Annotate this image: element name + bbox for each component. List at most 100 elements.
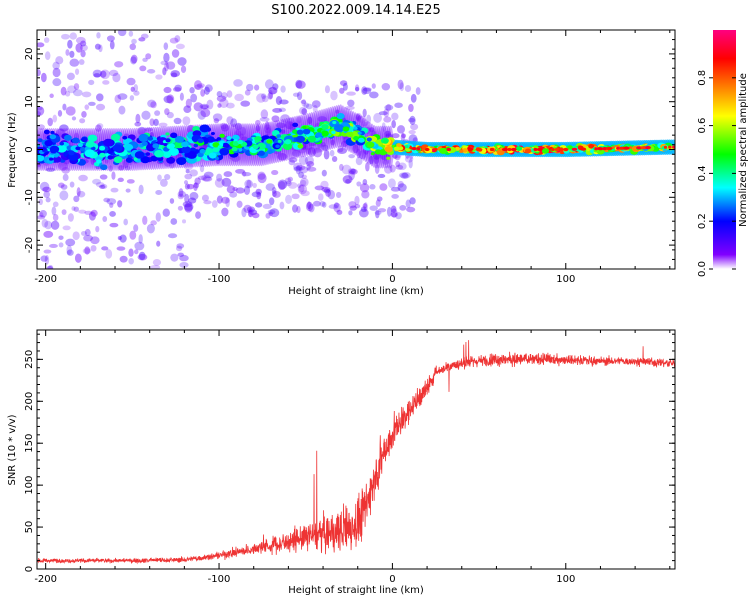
heatmap-noise-blob: [397, 125, 405, 134]
heatmap-noise-blob: [88, 101, 96, 106]
y-tick-label: 250: [24, 350, 35, 369]
heatmap-noise-blob: [39, 181, 50, 192]
heatmap-noise-blob: [301, 174, 307, 179]
heatmap-noise-blob: [69, 181, 75, 188]
heatmap-noise-blob: [216, 173, 223, 182]
heatmap-noise-blob: [139, 65, 147, 72]
heatmap-noise-blob: [265, 183, 275, 191]
heatmap-noise-blob: [362, 87, 372, 95]
heatmap-noise-blob: [130, 56, 137, 65]
heatmap-noise-blob: [305, 201, 314, 212]
heatmap-noise-blob: [52, 201, 59, 208]
heatmap-noise-blob: [65, 106, 76, 116]
heatmap-noise-blob: [223, 171, 233, 178]
heatmap-noise-blob: [260, 93, 267, 99]
heatmap-noise-blob: [188, 197, 197, 204]
heatmap-noise-blob: [221, 207, 229, 217]
chart-title: S100.2022.009.14.14.E25: [271, 3, 440, 18]
heatmap-core-blob: [605, 146, 613, 151]
heatmap-noise-blob: [318, 193, 324, 201]
heatmap-noise-blob: [361, 190, 370, 199]
heatmap-noise-blob: [371, 83, 376, 89]
heatmap-noise-blob: [216, 91, 223, 98]
heatmap-noise-blob: [313, 147, 323, 158]
heatmap-peak-blob: [296, 129, 304, 135]
heatmap-noise-blob: [164, 61, 169, 72]
heatmap-peak-blob: [212, 142, 220, 148]
heatmap-noise-blob: [375, 199, 381, 207]
heatmap-noise-blob: [39, 210, 47, 218]
heatmap-noise-blob: [347, 168, 357, 175]
heatmap-peak-blob: [393, 146, 400, 151]
heatmap-noise-blob: [390, 205, 397, 213]
heatmap-noise-blob: [138, 251, 146, 261]
heatmap-noise-blob: [262, 203, 272, 209]
heatmap-noise-blob: [397, 180, 404, 188]
heatmap-noise-blob: [362, 203, 368, 209]
heatmap-noise-blob: [131, 38, 137, 45]
heatmap-peak-blob: [216, 137, 222, 141]
heatmap-noise-blob: [160, 178, 168, 187]
heatmap-noise-blob: [408, 129, 416, 135]
heatmap-noise-blob: [44, 220, 53, 230]
heatmap-noise-blob: [381, 83, 391, 91]
heatmap-peak-blob: [214, 156, 220, 161]
heatmap-noise-blob: [52, 78, 62, 87]
heatmap-noise-blob: [117, 30, 127, 37]
heatmap-noise-blob: [184, 203, 193, 213]
heatmap-noise-blob: [320, 180, 329, 189]
heatmap-peak-blob: [258, 150, 265, 156]
heatmap-core-blob: [571, 147, 578, 151]
x-tick-label: -200: [34, 574, 57, 585]
heatmap-noise-blob: [285, 194, 292, 204]
heatmap-noise-blob: [317, 116, 327, 122]
heatmap-noise-blob: [184, 183, 190, 190]
heatmap-noise-blob: [180, 65, 187, 74]
heatmap-noise-blob: [156, 240, 161, 247]
heatmap-noise-blob: [96, 93, 104, 102]
heatmap-noise-blob: [349, 205, 357, 211]
heatmap-peak-blob: [77, 142, 83, 148]
heatmap-noise-blob: [406, 206, 416, 213]
heatmap-noise-blob: [177, 193, 184, 200]
y-tick-label: 20: [24, 48, 35, 61]
heatmap-noise-blob: [288, 159, 296, 166]
heatmap-noise-blob: [173, 117, 182, 125]
heatmap-noise-blob: [134, 121, 142, 127]
heatmap-noise-blob: [104, 158, 109, 164]
heatmap-noise-blob: [401, 171, 411, 179]
heatmap-noise-blob: [129, 230, 137, 240]
heatmap-noise-blob: [391, 120, 396, 129]
heatmap-noise-blob: [155, 212, 161, 222]
heatmap-noise-blob: [95, 225, 100, 233]
heatmap-noise-blob: [92, 178, 101, 185]
heatmap-noise-blob: [147, 99, 157, 108]
heatmap-noise-blob: [342, 82, 348, 91]
colorbar-gradient: [713, 30, 736, 269]
heatmap-noise-blob: [128, 257, 134, 265]
heatmap-noise-blob: [354, 203, 361, 209]
heatmap-peak-blob: [79, 146, 86, 152]
heatmap-noise-blob: [163, 95, 174, 104]
heatmap-noise-blob: [244, 89, 251, 96]
heatmap-noise-blob: [299, 166, 308, 174]
heatmap-noise-blob: [362, 108, 367, 118]
heatmap-core-blob: [563, 147, 569, 152]
heatmap-noise-blob: [295, 164, 306, 171]
heatmap-noise-blob: [59, 124, 69, 132]
heatmap-core-blob: [597, 147, 604, 151]
heatmap-peak-blob: [459, 149, 464, 153]
heatmap-noise-blob: [348, 170, 355, 181]
heatmap-noise-blob: [49, 243, 58, 248]
heatmap-noise-blob: [229, 191, 238, 198]
heatmap-peak-blob: [212, 146, 220, 153]
heatmap-noise-blob: [268, 197, 275, 206]
heatmap-noise-blob: [239, 126, 247, 136]
snr-ylabel: SNR (10 * v/v): [7, 414, 18, 485]
heatmap-peak-blob: [125, 157, 133, 163]
heatmap-peak-blob: [49, 134, 57, 140]
heatmap-noise-blob: [79, 118, 86, 124]
heatmap-noise-blob: [128, 248, 134, 257]
heatmap-noise-blob: [359, 183, 370, 193]
heatmap-noise-blob: [242, 170, 247, 177]
